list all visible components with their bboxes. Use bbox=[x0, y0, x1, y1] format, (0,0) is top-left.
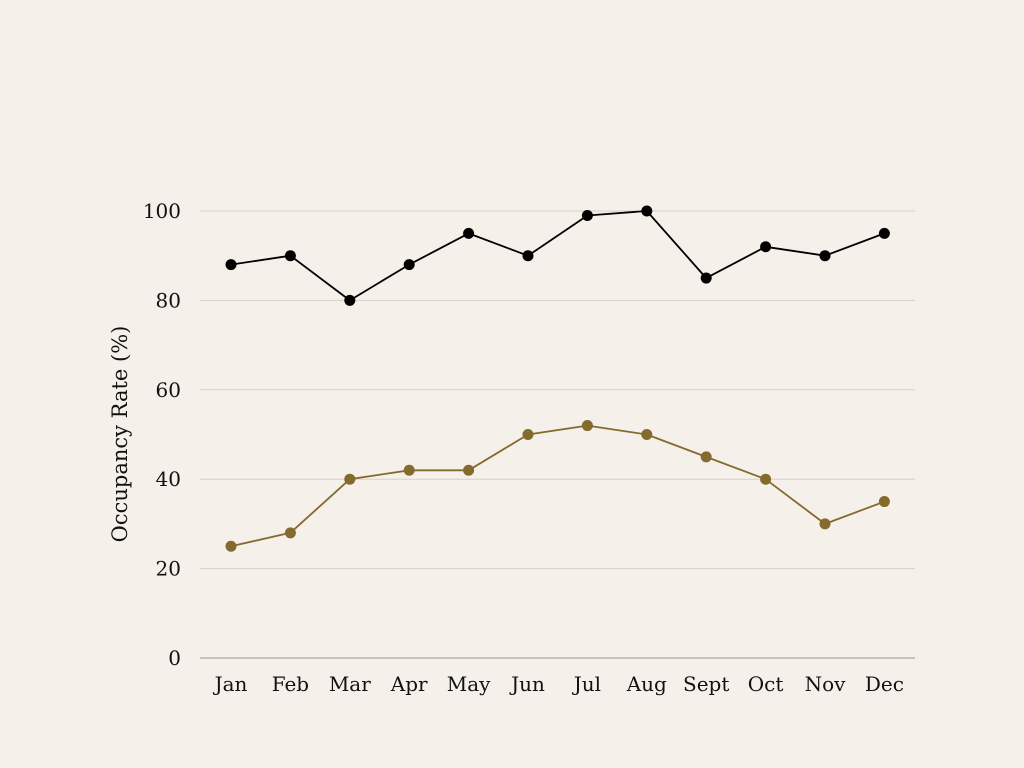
y-tick-label: 40 bbox=[156, 467, 181, 491]
series-group bbox=[225, 205, 890, 552]
data-point bbox=[284, 250, 296, 262]
x-tick-label: Sept bbox=[683, 672, 729, 696]
y-tick-label: 80 bbox=[156, 288, 181, 312]
data-point bbox=[700, 272, 712, 284]
data-point bbox=[225, 259, 237, 271]
data-point bbox=[760, 473, 772, 485]
data-point bbox=[581, 209, 593, 221]
data-point bbox=[403, 259, 415, 271]
data-point bbox=[284, 527, 296, 539]
x-tick-label: May bbox=[447, 672, 491, 696]
data-point bbox=[522, 250, 534, 262]
y-tick-label: 60 bbox=[156, 378, 181, 402]
data-point bbox=[819, 518, 831, 530]
y-tick-labels: 0 20 40 60 80 100 bbox=[143, 199, 181, 670]
x-tick-labels: Jan Feb Mar Apr May Jun Jul Aug Sept Oct Nov Dec bbox=[213, 672, 904, 696]
x-tick-label: Jun bbox=[509, 672, 545, 696]
x-tick-label: Dec bbox=[865, 672, 904, 696]
data-point bbox=[878, 227, 890, 239]
data-point bbox=[463, 227, 475, 239]
series-1 bbox=[225, 205, 890, 306]
data-point bbox=[641, 429, 653, 440]
series-2 bbox=[225, 420, 890, 552]
x-tick-label: Jul bbox=[572, 672, 601, 696]
y-tick-label: 0 bbox=[168, 646, 181, 670]
series-line bbox=[230, 210, 885, 302]
data-point bbox=[522, 429, 534, 440]
x-tick-label: Apr bbox=[390, 672, 428, 696]
x-tick-label: Oct bbox=[748, 672, 784, 696]
x-tick-label: Feb bbox=[272, 672, 309, 696]
data-point bbox=[760, 241, 772, 253]
y-tick-label: 100 bbox=[143, 199, 181, 223]
x-tick-label: Aug bbox=[626, 672, 667, 696]
data-point bbox=[344, 473, 356, 485]
x-tick-label: Mar bbox=[329, 672, 371, 696]
x-tick-label: Nov bbox=[805, 672, 847, 696]
gridlines bbox=[200, 210, 915, 570]
data-point bbox=[878, 496, 890, 508]
data-point bbox=[225, 540, 237, 552]
y-tick-label: 20 bbox=[156, 557, 181, 581]
data-point bbox=[581, 420, 593, 432]
y-axis-title: Occupancy Rate (%) bbox=[108, 326, 132, 543]
series-line bbox=[230, 424, 885, 548]
x-tick-label: Jan bbox=[213, 672, 248, 696]
data-point bbox=[344, 294, 356, 306]
data-point bbox=[819, 250, 831, 262]
data-point bbox=[403, 464, 415, 476]
data-point bbox=[463, 464, 475, 476]
data-point bbox=[700, 451, 712, 463]
data-point bbox=[641, 205, 653, 217]
